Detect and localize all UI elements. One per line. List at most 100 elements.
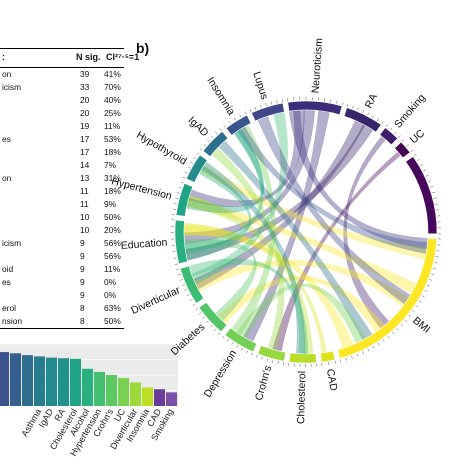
- sector-tick: [272, 359, 274, 363]
- sector-tick: [385, 124, 388, 128]
- table-cell-name: es: [2, 277, 11, 287]
- table-cell-ci: 31%: [104, 173, 121, 183]
- table-cell-ci: 7%: [104, 160, 117, 170]
- sector-tick: [415, 305, 419, 308]
- table-cell-name: oid: [2, 264, 14, 274]
- table-row: 17 18%: [0, 146, 124, 159]
- chord-sector: [198, 301, 228, 333]
- sector-tick: [276, 100, 278, 104]
- sector-tick: [367, 348, 370, 352]
- sector-tick: [233, 117, 236, 121]
- table-cell-ci: 0%: [104, 290, 117, 300]
- table-cell-ci: 70%: [104, 82, 121, 92]
- bar: [106, 375, 118, 406]
- sector-tick: [218, 332, 221, 335]
- table-header-name: :: [2, 52, 5, 62]
- sector-tick: [231, 342, 234, 345]
- sector-tick: [261, 356, 263, 360]
- summary-table: : N sig. CI²⁷·⁵=1 on 39 41% icism 33 70% 20 40%…: [0, 48, 139, 329]
- sector-label: Cholesterol: [295, 371, 308, 424]
- sector-tick: [362, 351, 364, 355]
- sector-tick: [391, 331, 395, 335]
- sector-tick: [432, 191, 436, 194]
- bar: [142, 387, 154, 406]
- table-row: 11 9%: [0, 198, 124, 211]
- table-cell-n-sig: 10: [80, 212, 90, 222]
- table-cell-n-sig: 17: [80, 147, 90, 157]
- sector-tick: [387, 335, 390, 339]
- sector-tick: [172, 208, 176, 210]
- table-cell-n-sig: 9: [80, 238, 85, 248]
- chord-sector: [287, 100, 343, 116]
- table-row: 11 18%: [0, 185, 124, 198]
- sector-tick: [173, 257, 177, 259]
- sector-tick: [211, 135, 214, 139]
- sector-tick: [177, 273, 181, 276]
- sector-tick: [434, 262, 438, 264]
- table-cell-n-sig: 39: [80, 69, 90, 79]
- sector-tick: [198, 312, 202, 315]
- sector-tick: [182, 284, 185, 286]
- table-bottom-rule: [0, 328, 124, 329]
- sector-tick: [346, 103, 349, 107]
- sector-label: Crohn's: [253, 364, 274, 402]
- chord-sector: [224, 327, 258, 353]
- chord-links: [183, 109, 429, 355]
- sector-tick: [396, 327, 399, 331]
- sector-tick: [184, 289, 188, 291]
- table-row: erol 8 63%: [0, 302, 124, 315]
- sector-tick: [429, 279, 433, 281]
- sector-tick: [357, 107, 359, 111]
- sector-tick: [186, 294, 190, 297]
- sector-tick: [180, 181, 184, 184]
- sector-tick: [435, 256, 439, 258]
- sector-tick: [421, 295, 425, 298]
- sector-tick: [328, 362, 330, 366]
- table-cell-n-sig: 20: [80, 108, 90, 118]
- sector-tick: [219, 128, 222, 131]
- table-cell-n-sig: 9: [80, 251, 85, 261]
- table-cell-n-sig: 8: [80, 303, 85, 313]
- sector-tick: [199, 148, 203, 151]
- sector-tick: [404, 319, 408, 322]
- table-header-n-sig: N sig.: [76, 52, 101, 62]
- table-header-ci: CI²⁷·⁵=1: [106, 52, 140, 62]
- sector-tick: [339, 359, 342, 363]
- sector-tick: [424, 289, 428, 292]
- table-cell-ci: 41%: [104, 69, 121, 79]
- table-cell-n-sig: 17: [80, 134, 90, 144]
- table-cell-n-sig: 20: [80, 95, 90, 105]
- sector-label: Lupus: [250, 70, 270, 101]
- table-cell-n-sig: 9: [80, 290, 85, 300]
- sector-tick: [196, 152, 200, 155]
- sector-tick: [241, 347, 244, 351]
- table-cell-ci: 50%: [104, 212, 121, 222]
- sector-label: Education: [120, 236, 168, 252]
- table-cell-name: on: [2, 173, 12, 183]
- sector-tick: [226, 338, 229, 342]
- sector-tick: [394, 131, 397, 135]
- table-row: icism 33 70%: [0, 81, 124, 94]
- table-cell-ci: 9%: [104, 199, 117, 209]
- sector-tick: [410, 149, 414, 153]
- table-row: es 9 0%: [0, 276, 124, 289]
- table-cell-n-sig: 11: [80, 199, 89, 209]
- sector-label: BMI: [410, 315, 432, 336]
- sector-tick: [222, 335, 225, 339]
- sector-label: Diabetes: [169, 321, 208, 358]
- table-cell-ci: 11%: [104, 264, 121, 274]
- sector-label: Diverticular: [129, 284, 182, 317]
- sector-tick: [256, 354, 258, 358]
- sector-tick: [401, 139, 405, 142]
- table-cell-ci: 56%: [104, 251, 121, 261]
- table-cell-ci: 0%: [104, 277, 117, 287]
- sector-tick: [189, 298, 193, 301]
- chord-sector: [379, 127, 399, 146]
- sector-tick: [173, 203, 178, 205]
- sector-tick: [178, 186, 182, 189]
- table-cell-n-sig: 8: [80, 316, 85, 326]
- chord-sector: [394, 141, 411, 159]
- table-cell-name: icism: [2, 82, 22, 92]
- bar: [118, 378, 130, 406]
- sector-tick: [430, 186, 434, 188]
